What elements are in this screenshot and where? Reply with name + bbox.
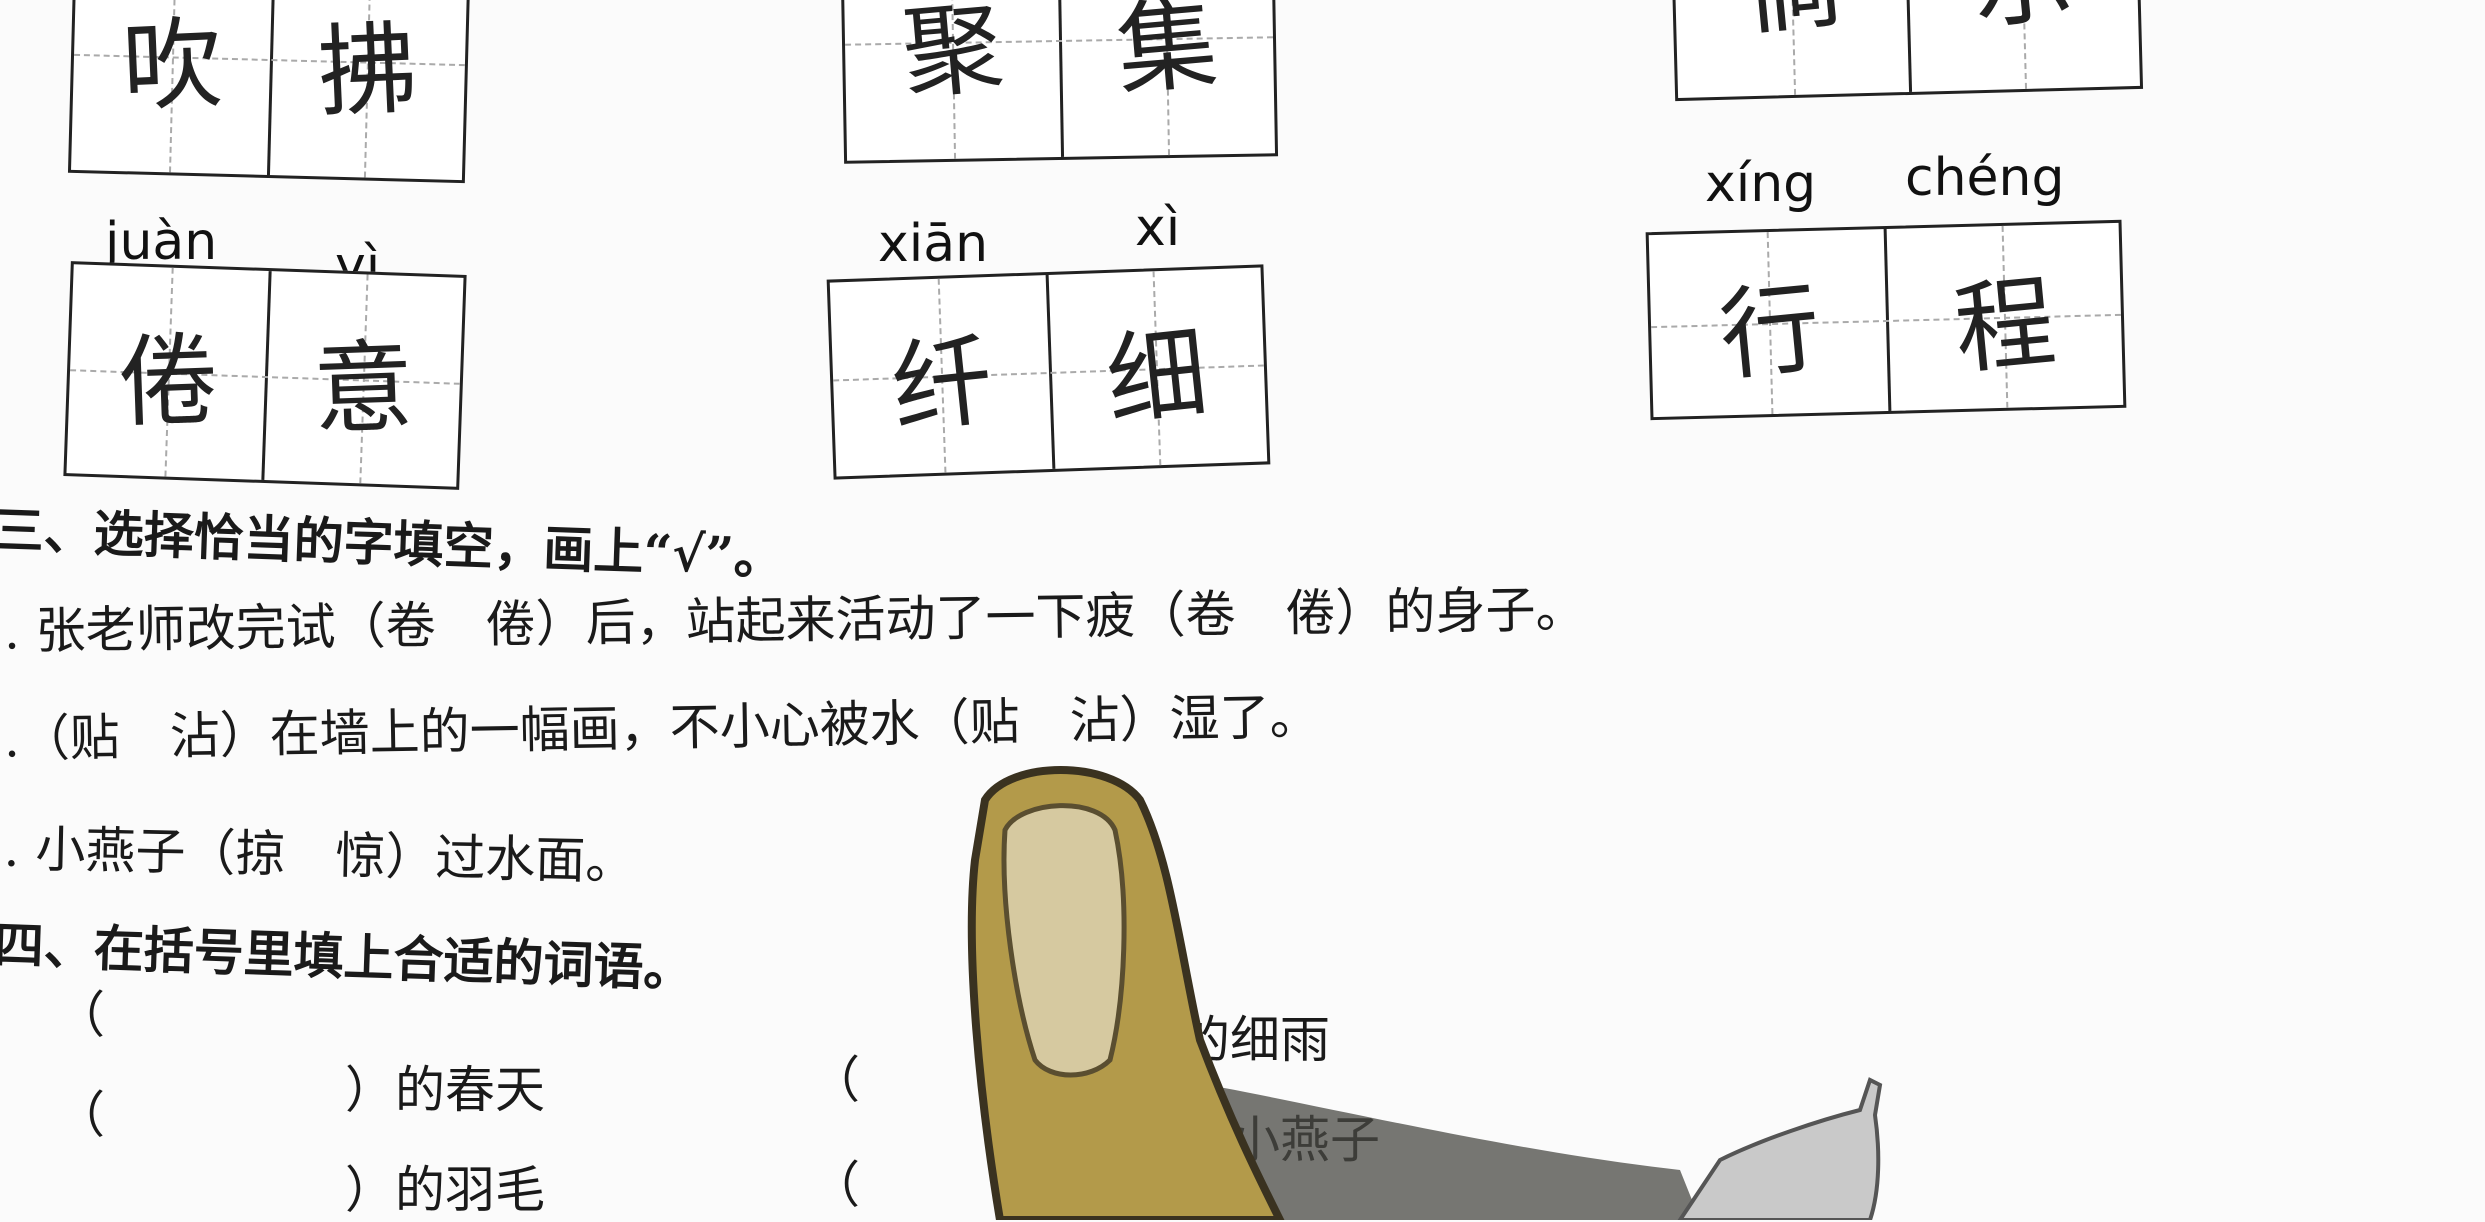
bracket: （	[55, 1086, 105, 1144]
bracket: （	[55, 986, 105, 1044]
pinyin: juàn	[105, 212, 218, 272]
pinyin: chéng	[1905, 148, 2065, 208]
pinyin: xì	[1135, 198, 1181, 258]
blank-phrase: ）的羽毛	[345, 1161, 545, 1219]
pinyin: xíng	[1705, 154, 1817, 214]
pen-tip	[1677, 1077, 1883, 1220]
fingernail	[1001, 803, 1127, 1078]
bracket: （	[810, 1051, 860, 1109]
blank-phrase: ）的春天	[345, 1061, 545, 1119]
bracket: （	[810, 1156, 860, 1214]
shadow	[1150, 1080, 1700, 1220]
pinyin: xiān	[878, 214, 989, 274]
